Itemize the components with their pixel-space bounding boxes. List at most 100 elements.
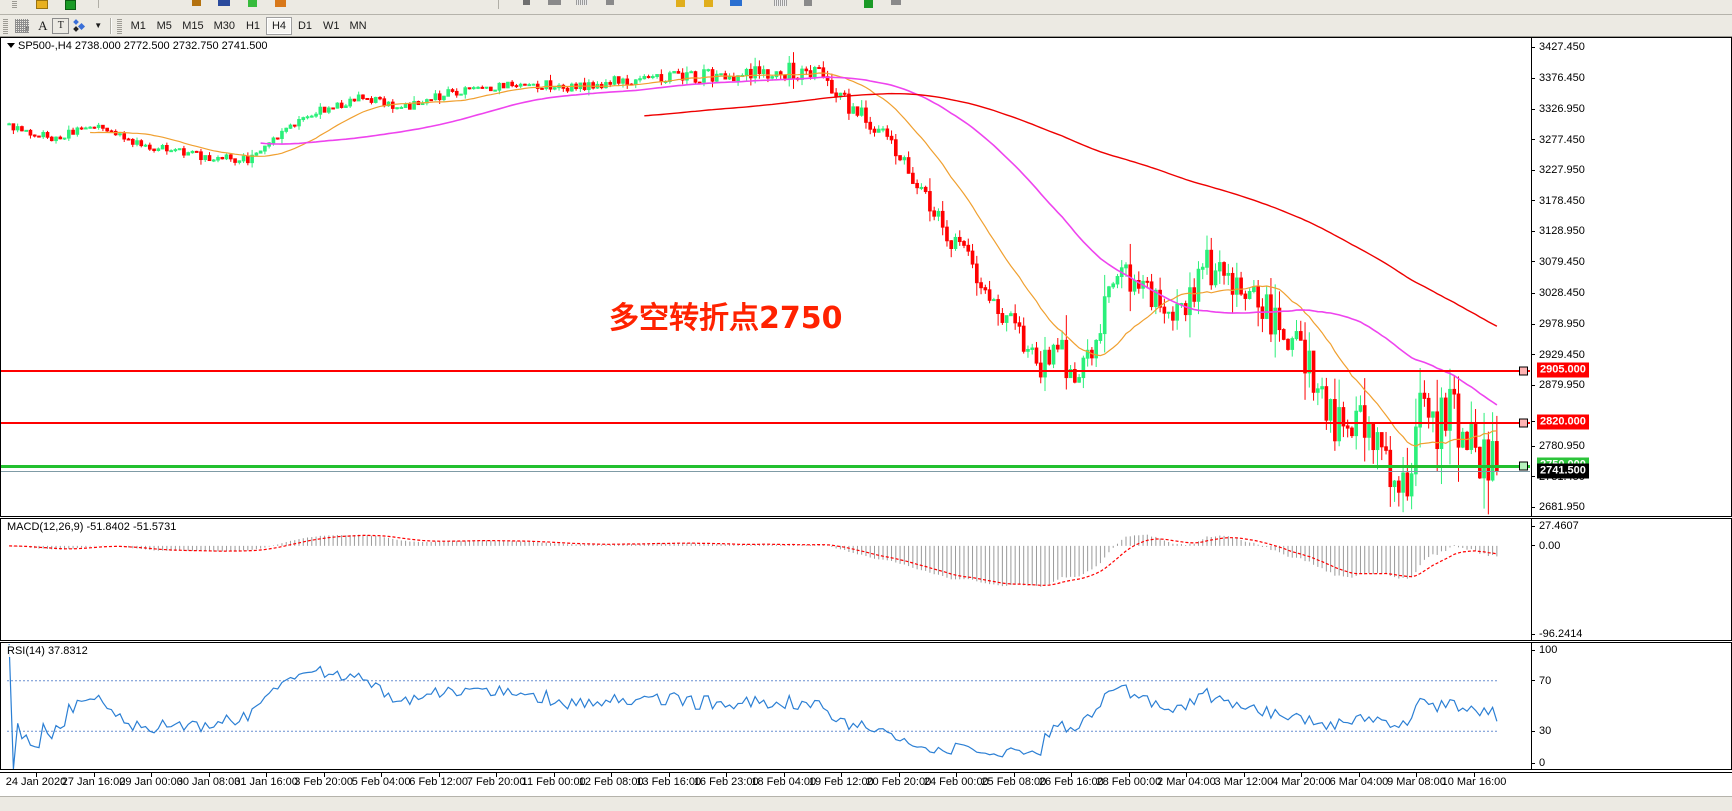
time-axis[interactable]: 24 Jan 2020 27 Jan 16:00 29 Jan 00:00 30 Ja…: [0, 772, 1732, 794]
macd-tick: -96.2414: [1531, 628, 1582, 640]
macd-pane[interactable]: MACD(12,26,9) -51.8402 -51.5731 27.4607 0…: [0, 518, 1732, 641]
price-tick: 2879.950: [1531, 379, 1585, 391]
toolbar-grip-handle[interactable]: [3, 17, 8, 34]
time-label: 25 Feb 08:00: [981, 776, 1047, 788]
time-label: 3 Feb 20:00: [294, 776, 353, 788]
last-price-price-tag: 2741.500: [1537, 463, 1589, 479]
rsi-plot: [7, 644, 1499, 769]
timeframe-m15[interactable]: M15: [182, 19, 204, 32]
price-tick: 3277.450: [1531, 134, 1585, 146]
resistance-line-handle[interactable]: [1519, 418, 1528, 428]
time-label: 26 Feb 16:00: [1038, 776, 1104, 788]
timeframe-m30[interactable]: M30: [213, 19, 236, 32]
time-label: 5 Feb 04:00: [351, 776, 411, 788]
price-scale-divider: [1531, 38, 1532, 516]
resistance-price-tag: 2905.000: [1537, 362, 1589, 378]
price-scale[interactable]: 3427.450 3376.450 3326.950 3277.450 3227.950…: [1531, 38, 1731, 516]
rsi-tick: 70: [1531, 675, 1551, 687]
time-tick: [208, 773, 210, 777]
macd-plot: [9, 534, 1498, 587]
chevron-down-icon[interactable]: [7, 43, 15, 48]
autotrading-icon[interactable]: [56, 0, 84, 14]
time-label: 16 Feb 23:00: [693, 776, 759, 788]
resistance-line-handle[interactable]: [1519, 366, 1528, 376]
rsi-pane[interactable]: RSI(14) 37.8312 100 70 30 0: [0, 642, 1732, 770]
timeframe-h1[interactable]: H1: [245, 19, 261, 32]
price-pane[interactable]: SP500-,H4 2738.000 2772.500 2732.750 274…: [0, 37, 1732, 517]
time-tick: [1243, 773, 1245, 777]
time-tick: [1128, 773, 1130, 777]
price-tick: 3326.950: [1531, 103, 1585, 115]
time-label: 31 Jan 16:00: [234, 776, 298, 788]
new-chart-icon[interactable]: [596, 0, 624, 14]
toolbar-top-icons: [0, 0, 910, 14]
navigator-icon[interactable]: [512, 0, 540, 14]
timeframe-mn[interactable]: MN: [349, 19, 367, 32]
price-tick: 2780.950: [1531, 440, 1585, 452]
time-tick: [783, 773, 785, 777]
text-label-icon[interactable]: T: [52, 17, 70, 34]
zoom-icon[interactable]: [794, 0, 822, 14]
macd-scale[interactable]: 27.4607 0.00 -96.2414: [1531, 519, 1731, 640]
price-tick: 3427.450: [1531, 41, 1585, 53]
time-label: 7 Feb 20:00: [466, 776, 526, 788]
price-tick: 3376.450: [1531, 72, 1585, 84]
timeframe-d1[interactable]: D1: [297, 19, 313, 32]
chart-annotation[interactable]: 多空转折点2750: [609, 301, 843, 336]
toolbar-sep-1: [84, 0, 112, 14]
price-tick: 3128.950: [1531, 225, 1585, 237]
chart-shift-icon[interactable]: [882, 0, 910, 14]
time-label: 13 Feb 16:00: [636, 776, 702, 788]
time-tick: [36, 773, 37, 777]
resistance-line[interactable]: [1, 369, 1530, 372]
indicators-icon[interactable]: [182, 0, 210, 14]
macd-label: MACD(12,26,9) -51.8402 -51.5731: [6, 521, 178, 533]
time-tick: [1186, 773, 1188, 777]
toolbar-grip[interactable]: [0, 0, 28, 14]
time-label: 4 Mar 20:00: [1272, 776, 1331, 788]
dropdown-arrow-icon[interactable]: ▼: [94, 21, 103, 30]
resistance-line[interactable]: [1, 422, 1530, 425]
symbol-info-text: SP500-,H4 2738.000 2772.500 2732.750 274…: [18, 40, 268, 52]
timeframe-grip-handle[interactable]: [117, 17, 123, 34]
price-tick: 2978.950: [1531, 318, 1585, 330]
time-tick: [151, 773, 153, 777]
toolbar-top[interactable]: [0, 0, 1732, 15]
profit-icon[interactable]: [666, 0, 694, 14]
symbol-info[interactable]: SP500-,H4 2738.000 2772.500 2732.750 274…: [6, 40, 269, 52]
terminal-icon[interactable]: [540, 0, 568, 14]
time-label: 24 Feb 00:00: [923, 776, 989, 788]
price-tick: 3028.450: [1531, 287, 1585, 299]
timeframe-w1[interactable]: W1: [323, 19, 340, 32]
autoscroll-icon[interactable]: [854, 0, 882, 14]
expert-advisor-icon[interactable]: [210, 0, 238, 14]
time-label: 12 Feb 08:00: [578, 776, 644, 788]
crosshair-icon[interactable]: F: [11, 17, 33, 35]
rsi-scale[interactable]: 100 70 30 0: [1531, 643, 1731, 769]
support-line[interactable]: [1, 465, 1530, 469]
time-tick: [381, 773, 383, 777]
support-line-handle[interactable]: [1519, 461, 1528, 471]
timeframe-m1[interactable]: M1: [130, 19, 146, 32]
data-window-icon[interactable]: [568, 0, 596, 14]
price-tick: 2681.950: [1531, 501, 1585, 513]
time-tick: [668, 773, 670, 777]
time-tick: [1013, 773, 1015, 777]
strategy-tester-icon[interactable]: [238, 0, 266, 14]
time-label: 6 Mar 04:00: [1329, 776, 1389, 788]
toolbar-main[interactable]: F A T ▼ M1 M5 M15 M30 H1 H4 D1 W1 MN: [0, 15, 1732, 37]
timeframe-m5[interactable]: M5: [156, 19, 172, 32]
market-watch-icon[interactable]: [266, 0, 294, 14]
objects-icon[interactable]: [69, 17, 90, 35]
last-price-line: [1, 470, 1530, 472]
time-tick: [611, 773, 613, 777]
time-label: 10 Mar 16:00: [1441, 776, 1507, 788]
chart-frame: SP500-,H4 2738.000 2772.500 2732.750 274…: [0, 37, 1732, 796]
new-order-icon[interactable]: [28, 0, 56, 14]
alert-icon[interactable]: [694, 0, 722, 14]
text-tool-icon[interactable]: A: [38, 17, 48, 33]
timeframe-h4[interactable]: H4: [266, 16, 293, 35]
grid-icon[interactable]: [766, 0, 794, 14]
time-label: 28 Feb 00:00: [1096, 776, 1162, 788]
mailbox-icon[interactable]: [722, 0, 750, 14]
